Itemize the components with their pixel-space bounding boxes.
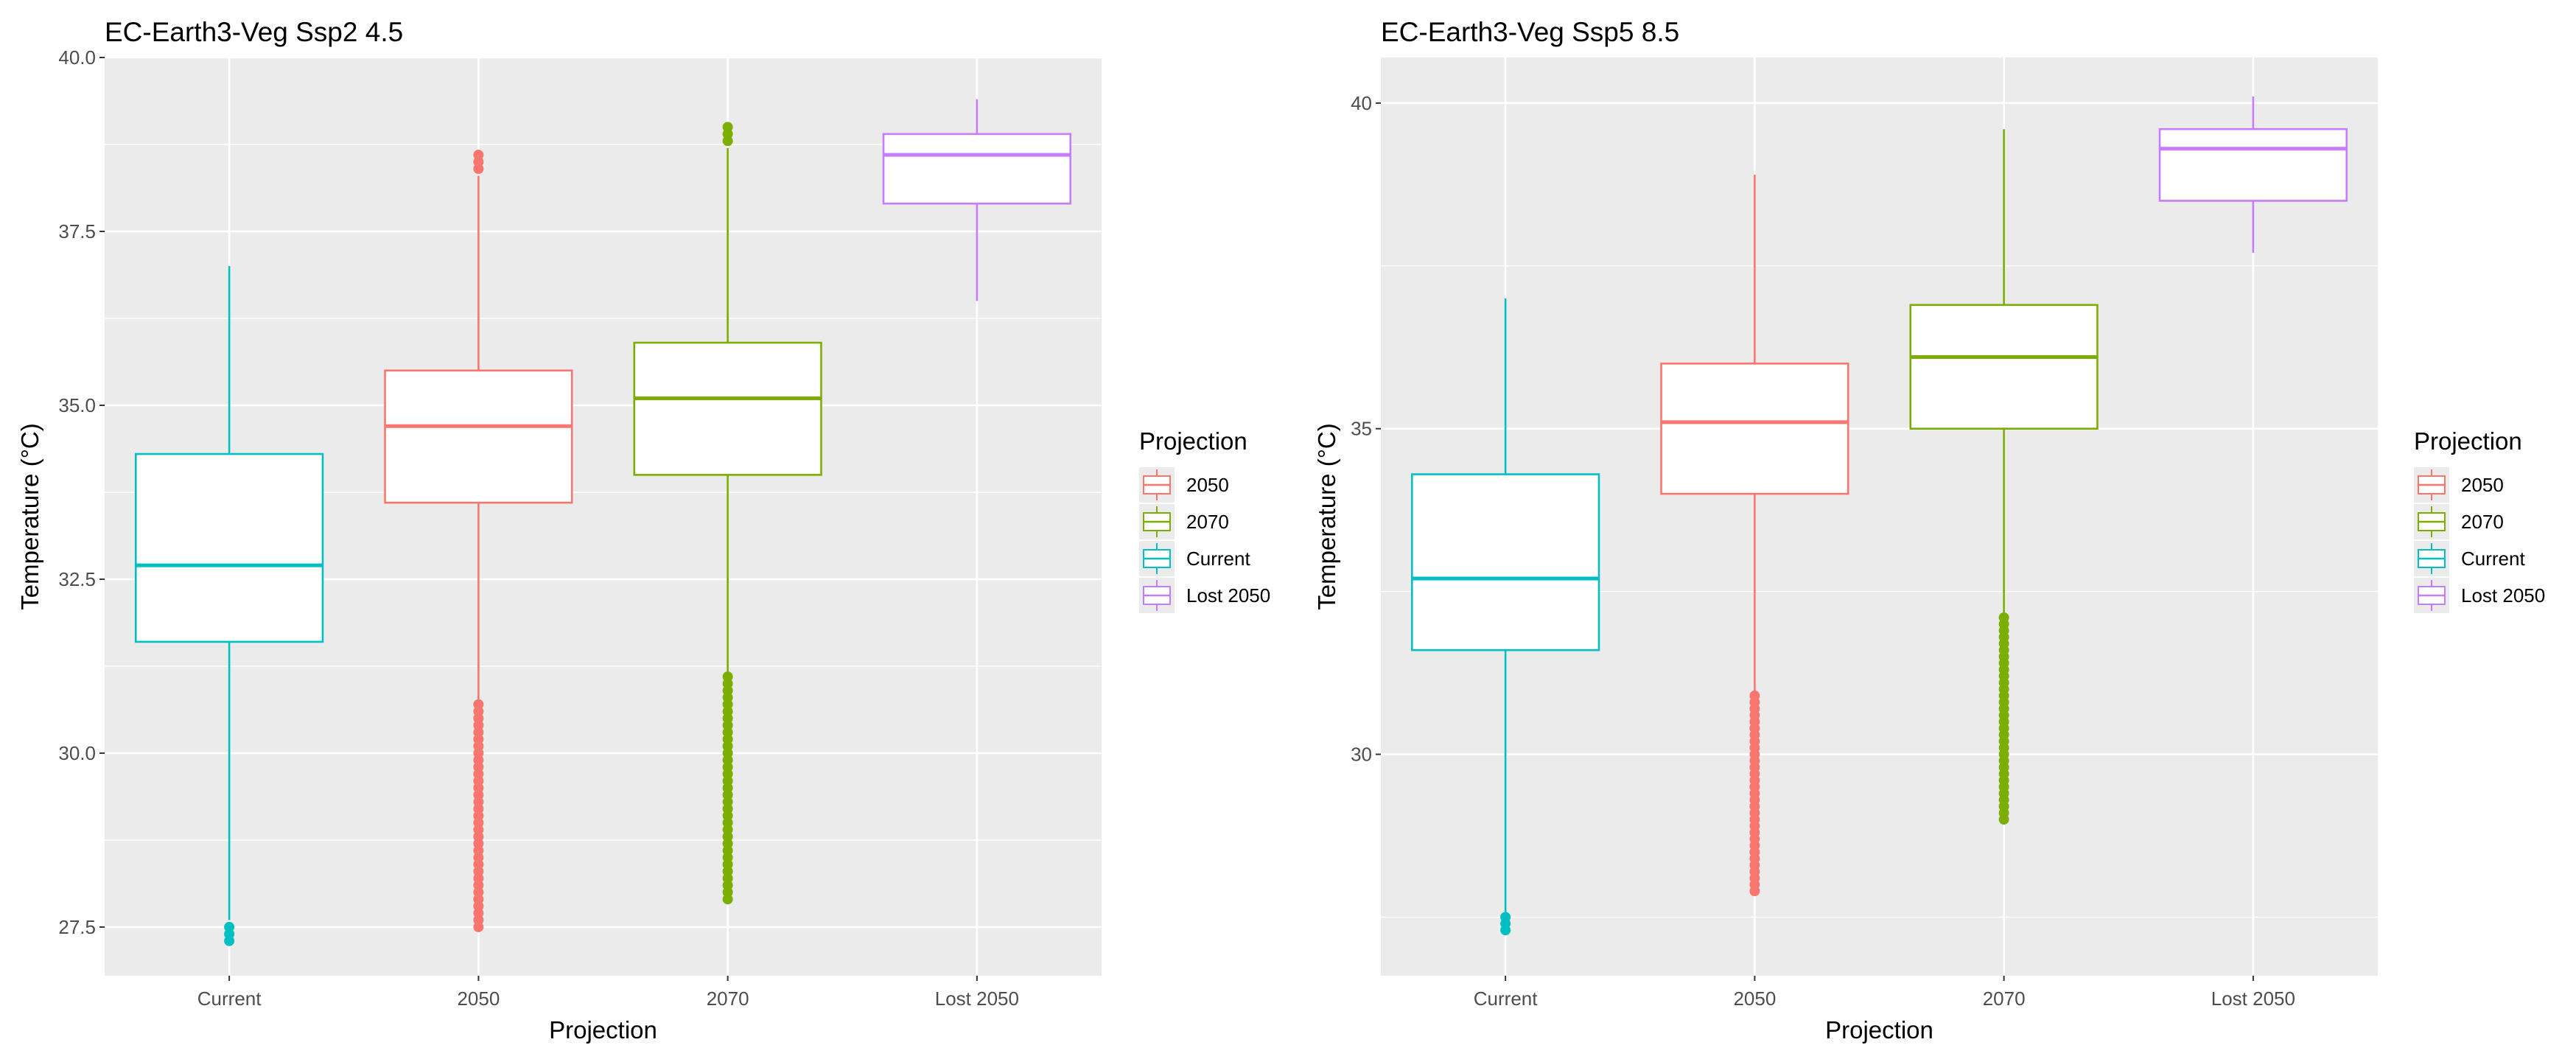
legend-key <box>2414 541 2449 576</box>
box-current <box>134 266 324 946</box>
box-lost-2050 <box>882 99 1072 301</box>
x-tick-label: 2070 <box>707 988 749 1010</box>
box-iqr <box>1909 304 2099 430</box>
chart-panel-1: EC-Earth3-Veg Ssp2 4.5 27.5 30.0 32.5 35.0 37… <box>16 17 1270 1044</box>
x-axis-title: Projection <box>549 1016 657 1044</box>
chart-panel-2: EC-Earth3-Veg Ssp5 8.5 30 35 40 Current 2050 2… <box>1313 17 2545 1044</box>
legend-label: Current <box>1186 548 1250 570</box>
x-axis-title: Projection <box>1825 1016 1933 1044</box>
box-2050 <box>1660 175 1849 897</box>
box-iqr <box>1410 473 1600 651</box>
legend-label: 2070 <box>1186 511 1229 533</box>
box-iqr <box>384 369 573 504</box>
outlier-point <box>722 122 733 133</box>
x-tick-label: Current <box>197 988 262 1010</box>
x-tick-label: 2050 <box>1733 988 1776 1010</box>
y-tick-label: 35 <box>1351 418 1372 440</box>
legend: Projection 2050 2070 Current Lost 2050 <box>2414 427 2545 613</box>
legend-label: Current <box>2461 548 2525 570</box>
x-tick-label: 2070 <box>1983 988 2026 1010</box>
legend-label: Lost 2050 <box>2461 584 2545 607</box>
x-tick-label: Lost 2050 <box>935 988 1019 1010</box>
y-tick-label: 32.5 <box>58 568 96 590</box>
x-tick-label: Lost 2050 <box>2211 988 2295 1010</box>
box-2070 <box>1909 129 2099 825</box>
box-2050 <box>384 150 573 932</box>
y-tick-label: 35.0 <box>58 394 96 416</box>
legend-key <box>1139 541 1175 576</box>
legend-key <box>2414 578 2449 613</box>
y-tick-label: 30 <box>1351 744 1372 766</box>
y-tick-label: 40 <box>1351 92 1372 114</box>
legend-title: Projection <box>1139 427 1247 455</box>
box-lost-2050 <box>2158 97 2348 254</box>
chart-title: EC-Earth3-Veg Ssp5 8.5 <box>1381 17 1679 47</box>
outlier-point <box>1500 912 1511 923</box>
box-iqr <box>633 341 822 476</box>
outlier-point <box>473 699 484 710</box>
x-tick-label: 2050 <box>457 988 500 1010</box>
outlier-point <box>1749 691 1760 702</box>
y-axis-title: Temperature (°C) <box>16 423 43 609</box>
legend-key <box>1139 578 1175 613</box>
legend-label: 2050 <box>1186 474 1229 496</box>
y-tick-label: 40.0 <box>58 46 96 69</box>
legend-label: 2050 <box>2461 474 2504 496</box>
outlier-point <box>1998 612 2009 623</box>
legend-key <box>1139 504 1175 539</box>
outlier-point <box>473 150 484 161</box>
outlier-point <box>224 921 235 932</box>
legend-key <box>1139 467 1175 503</box>
legend-title: Projection <box>2414 427 2522 455</box>
x-tick-label: Current <box>1474 988 1538 1010</box>
box-iqr <box>134 452 324 643</box>
y-tick-label: 37.5 <box>58 220 96 242</box>
box-iqr <box>882 133 1072 205</box>
box-iqr <box>1660 363 1849 495</box>
box-current <box>1410 298 1600 936</box>
legend-key <box>2414 467 2449 503</box>
legend-label: Lost 2050 <box>1186 584 1270 607</box>
legend-key <box>2414 504 2449 539</box>
outlier-point <box>722 671 733 682</box>
y-tick-label: 27.5 <box>58 916 96 938</box>
box-iqr <box>2158 127 2348 202</box>
chart-title: EC-Earth3-Veg Ssp2 4.5 <box>105 17 403 47</box>
legend-label: 2070 <box>2461 511 2504 533</box>
legend: Projection 2050 2070 Current Lost 2050 <box>1139 427 1270 613</box>
y-tick-label: 30.0 <box>58 742 96 764</box>
box-2070 <box>633 122 822 905</box>
y-axis-title: Temperature (°C) <box>1313 423 1340 609</box>
